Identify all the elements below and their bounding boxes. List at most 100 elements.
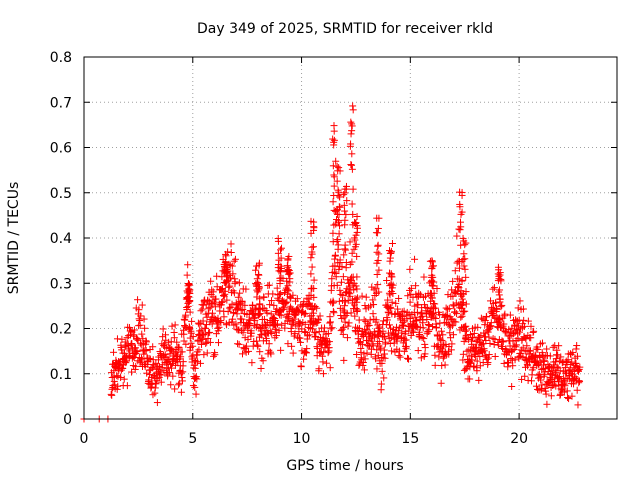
data-point [463,347,471,355]
data-point [323,359,331,367]
data-point [375,324,383,332]
data-point [451,308,459,316]
data-point [405,355,413,363]
data-point [113,385,121,393]
x-tick-label: 20 [510,431,528,447]
data-point [220,313,228,321]
data-point [358,292,366,300]
data-point [285,287,293,295]
data-point [353,298,361,306]
data-point [489,285,497,293]
data-point [330,122,338,130]
data-point [254,311,262,319]
data-point [524,317,532,325]
data-point [184,261,192,269]
data-point [469,334,477,342]
data-point [348,120,356,128]
data-point [303,345,311,353]
data-point [430,289,438,297]
data-point [494,341,502,349]
data-point [271,325,279,333]
data-point [393,323,401,331]
data-point [255,271,263,279]
data-point [553,363,561,371]
data-point [538,381,546,389]
data-point [167,381,175,389]
data-point [215,323,223,331]
data-point [402,343,410,351]
data-point [282,299,290,307]
data-point [451,267,459,275]
data-point [521,356,529,364]
data-point [449,292,457,300]
data-point [500,359,508,367]
data-point [457,313,465,321]
data-point [175,343,183,351]
data-point [293,295,301,303]
data-point [165,369,173,377]
data-point [330,299,338,307]
data-point [233,304,241,312]
data-point [313,304,321,312]
data-point [404,292,412,300]
data-point [472,338,480,346]
data-point [234,340,242,348]
data-point [568,392,576,400]
data-point [296,338,304,346]
data-point [418,312,426,320]
data-point [238,315,246,323]
data-point [277,311,285,319]
data-point [537,376,545,384]
data-point [300,310,308,318]
data-point [509,362,517,370]
data-point [505,359,513,367]
data-point [204,335,212,343]
data-point [186,308,194,316]
data-point [542,390,550,398]
data-point [326,319,334,327]
data-point [455,264,463,272]
data-point [359,361,367,369]
data-point [256,348,264,356]
x-tick-label: 15 [401,431,419,447]
data-point [225,304,233,312]
data-point [540,356,548,364]
y-tick-label: 0.1 [50,367,72,383]
data-point [380,374,388,382]
data-point [536,373,544,381]
data-point [301,328,309,336]
data-point [350,286,358,294]
data-point [183,271,191,279]
data-point [284,340,292,348]
data-point [359,340,367,348]
data-point [231,278,239,286]
data-point [191,383,199,391]
data-point [460,250,468,258]
data-point [185,288,193,296]
data-point [576,377,584,385]
data-point [340,251,348,259]
data-point [511,356,519,364]
y-axis-label: SRMTID / TECUs [6,182,22,295]
data-point [443,305,451,313]
data-point [333,162,341,170]
data-point [353,285,361,293]
data-point [540,357,548,365]
data-point [335,297,343,305]
data-point [200,331,208,339]
data-point [433,285,441,293]
data-point [140,315,148,323]
data-point [363,349,371,357]
data-point [138,301,146,309]
data-point [307,217,315,225]
data-point [269,322,277,330]
data-point [266,348,274,356]
data-point [283,290,291,298]
data-point [497,303,505,311]
data-point [234,293,242,301]
data-point [381,350,389,358]
data-point [338,263,346,271]
data-point [329,238,337,246]
data-point [329,297,337,305]
data-point [373,270,381,278]
